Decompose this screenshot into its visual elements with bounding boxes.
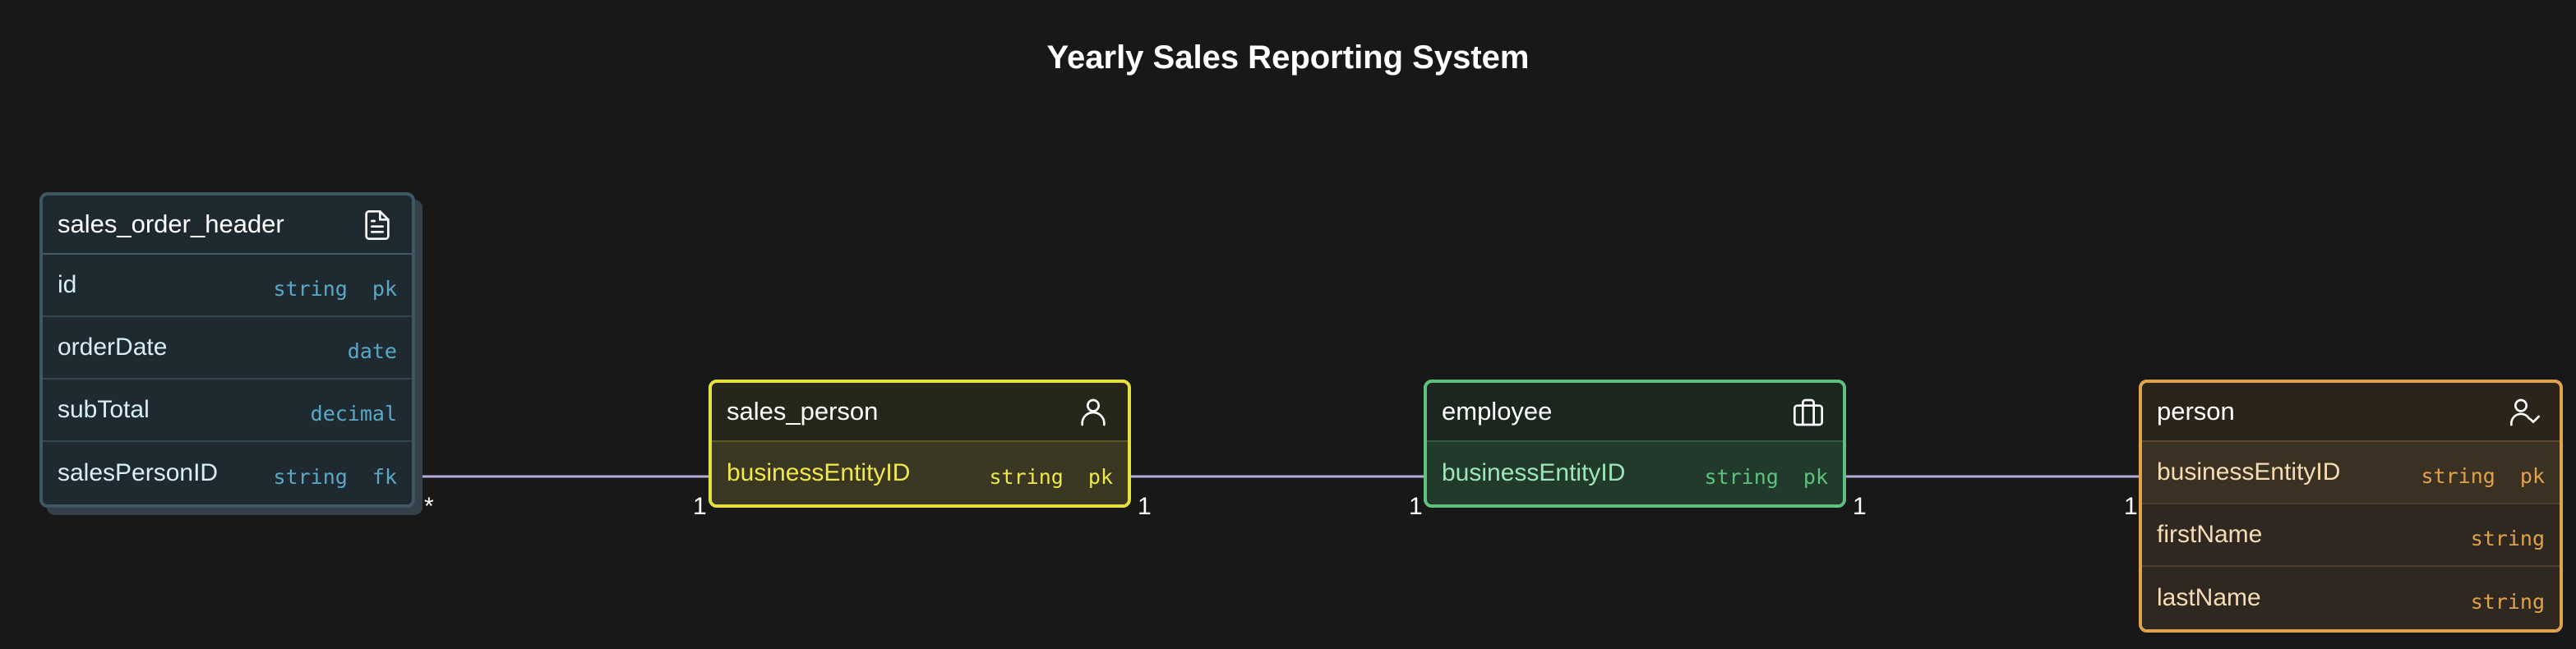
briefcase-icon: [1794, 398, 1823, 426]
entity-header: employee: [1427, 383, 1843, 442]
multiplicity-label: *: [424, 493, 434, 520]
field-type: string: [2470, 589, 2545, 614]
entity-header: sales_person: [712, 383, 1128, 442]
entity-employee[interactable]: employee businessEntityID string pk: [1424, 380, 1846, 508]
entity-name: employee: [1442, 397, 1553, 426]
field-row[interactable]: businessEntityID string pk: [2142, 442, 2560, 504]
user-icon: [1081, 398, 1106, 426]
entity-sales-order-header[interactable]: sales_order_header id string pk orderDat…: [39, 192, 415, 508]
field-type: string fk: [273, 464, 397, 489]
field-type: decimal: [310, 401, 397, 426]
field-name: subTotal: [58, 396, 150, 423]
field-row[interactable]: lastName string: [2142, 567, 2560, 629]
multiplicity-label: 1: [693, 493, 707, 520]
field-name: id: [58, 271, 77, 298]
diagram-title: Yearly Sales Reporting System: [1046, 39, 1530, 76]
field-type: string: [2470, 526, 2545, 550]
entity-person[interactable]: person businessEntityID string pk firstN…: [2139, 380, 2563, 633]
field-type: string pk: [273, 276, 397, 301]
field-name: salesPersonID: [58, 459, 219, 486]
entity-header: person: [2142, 383, 2560, 442]
field-row[interactable]: orderDate date: [43, 317, 412, 380]
multiplicity-label: 1: [1138, 493, 1152, 520]
field-row[interactable]: firstName string: [2142, 504, 2560, 567]
document-icon: [365, 209, 390, 240]
entity-header: sales_order_header: [43, 196, 412, 255]
field-name: businessEntityID: [2157, 458, 2341, 486]
entity-sales-person[interactable]: sales_person businessEntityID string pk: [709, 380, 1131, 508]
field-row[interactable]: subTotal decimal: [43, 380, 412, 442]
field-type: string pk: [989, 464, 1113, 489]
field-row[interactable]: id string pk: [43, 255, 412, 317]
field-row[interactable]: salesPersonID string fk: [43, 442, 412, 504]
entity-name: person: [2157, 397, 2235, 426]
multiplicity-label: 1: [1409, 493, 1423, 520]
multiplicity-label: 1: [2124, 493, 2138, 520]
field-row[interactable]: businessEntityID string pk: [1427, 442, 1843, 504]
field-name: businessEntityID: [1442, 459, 1626, 486]
entity-name: sales_order_header: [58, 209, 284, 238]
entity-name: sales_person: [727, 397, 879, 426]
field-name: businessEntityID: [727, 459, 911, 486]
field-type: string pk: [1704, 464, 1828, 489]
field-row[interactable]: businessEntityID string pk: [712, 442, 1128, 504]
field-type: string pk: [2421, 463, 2545, 488]
field-name: firstName: [2157, 521, 2263, 548]
field-type: date: [347, 338, 397, 363]
multiplicity-label: 1: [1853, 493, 1867, 520]
user-check-icon: [2510, 398, 2540, 426]
field-name: lastName: [2157, 584, 2261, 611]
field-name: orderDate: [58, 334, 168, 361]
